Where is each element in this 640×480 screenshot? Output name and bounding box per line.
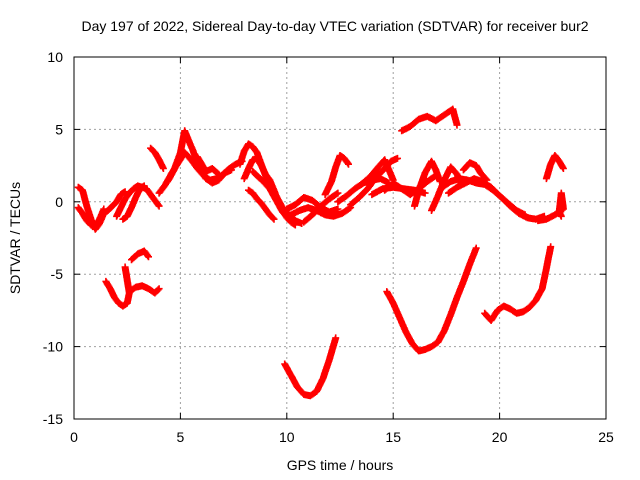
plot-frame [73,56,607,420]
series-markers [281,334,340,400]
y-tick-label: 10 [47,49,63,65]
series-arc4 [125,282,163,297]
series-markers [534,189,567,225]
series-arc3 [102,263,133,310]
series-arc5 [128,247,152,264]
series-markers [357,156,397,188]
data-points [74,105,567,400]
series-markers [438,175,548,223]
series-markers [383,244,480,355]
x-tick-label: 15 [385,429,401,445]
y-tick-label: -5 [51,266,64,282]
series-markers [459,159,491,184]
x-tick-label: 20 [492,429,508,445]
x-tick-label: 5 [177,429,185,445]
x-tick-label: 10 [279,429,295,445]
series-arc25 [411,157,444,210]
axis-ticks: 0 5 10 15 20 25 -15 -10 -5 0 5 10 [43,49,614,445]
series-markers [542,152,567,183]
series-markers [445,175,529,219]
series-markers [147,144,167,172]
series-arc31 [542,152,567,183]
series-arc35 [481,243,555,324]
series-arc33 [281,334,340,400]
x-tick-label: 25 [598,429,614,445]
series-markers [481,243,555,324]
series-arc29 [459,159,491,184]
series-arc27 [438,175,548,223]
y-tick-label: -15 [43,411,63,427]
series-markers [128,247,152,264]
series-arc8 [147,144,167,172]
series-markers [125,282,163,297]
series-markers [74,204,108,230]
y-tick-label: 0 [55,194,63,210]
series-markers [321,152,352,199]
series-markers [119,182,148,223]
series-markers [249,167,293,223]
series-markers [102,263,133,310]
y-axis-label: SDTVAR / TECUs [7,181,23,295]
series-arc30 [534,189,567,225]
series-arc18 [300,189,342,226]
chart-title: Day 197 of 2022, Sidereal Day-to-day VTE… [81,18,589,34]
series-arc2 [74,204,108,230]
series-arc11 [193,153,223,178]
series-markers [164,127,235,187]
series-arc15 [249,167,293,223]
series-markers [300,189,342,226]
series-markers [193,153,223,178]
series-arc28 [445,175,529,219]
series-arc19 [321,152,352,199]
x-tick-label: 0 [70,429,78,445]
series-arc7 [119,182,148,223]
grid-lines [74,57,606,419]
series-arc22 [357,156,397,188]
series-arc10 [164,127,235,187]
y-tick-label: -10 [43,339,63,355]
series-markers [398,105,461,135]
series-arc14 [245,186,278,223]
series-markers [245,186,278,223]
y-tick-label: 5 [55,121,63,137]
series-arc32 [398,105,461,135]
x-axis-label: GPS time / hours [286,457,394,473]
series-arc34 [383,244,480,355]
series-markers [411,157,444,210]
